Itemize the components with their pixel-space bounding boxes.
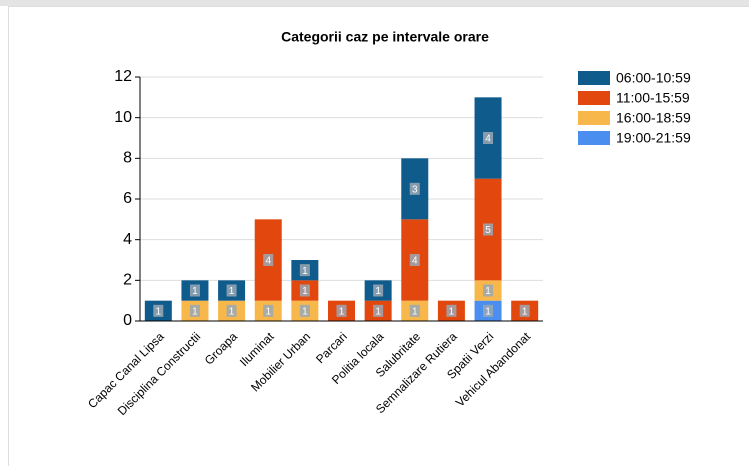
data-label: 1 xyxy=(192,286,198,297)
data-label: 1 xyxy=(265,306,271,317)
data-label-bg xyxy=(409,304,420,317)
data-label: 1 xyxy=(192,306,198,317)
chart-title: Categorii caz pe intervale orare xyxy=(281,29,489,45)
legend-swatch xyxy=(578,111,610,125)
legend-label: 19:00-21:59 xyxy=(616,130,691,146)
y-tick-label: 10 xyxy=(114,109,132,126)
data-label: 1 xyxy=(375,306,381,317)
y-tick-label: 4 xyxy=(123,231,132,248)
legend-label: 16:00-18:59 xyxy=(616,110,691,126)
panel xyxy=(8,6,749,466)
y-tick-label: 0 xyxy=(123,312,132,329)
data-label: 1 xyxy=(485,286,491,297)
data-label-bg xyxy=(373,284,384,297)
data-label-bg xyxy=(299,304,310,317)
data-label: 1 xyxy=(302,286,308,297)
data-label: 1 xyxy=(339,306,345,317)
data-label: 1 xyxy=(449,306,455,317)
data-label-bg xyxy=(263,254,274,266)
data-label-bg xyxy=(519,304,530,317)
legend-swatch xyxy=(578,71,610,85)
data-label-bg xyxy=(446,304,457,317)
data-label: 3 xyxy=(412,184,418,195)
data-label: 4 xyxy=(485,134,491,145)
data-label: 1 xyxy=(522,306,528,317)
data-label: 4 xyxy=(265,256,271,267)
legend-swatch xyxy=(578,131,610,145)
data-label-bg xyxy=(409,182,420,195)
data-label: 1 xyxy=(229,286,235,297)
data-label-bg xyxy=(263,304,274,317)
data-label: 1 xyxy=(156,306,162,317)
y-tick-label: 6 xyxy=(123,190,132,207)
legend-swatch xyxy=(578,91,610,105)
data-label: 1 xyxy=(229,306,235,317)
data-label-bg xyxy=(483,284,494,297)
data-label-bg xyxy=(153,304,164,317)
data-label-bg xyxy=(409,254,420,266)
data-label: 4 xyxy=(412,256,418,267)
data-label: 1 xyxy=(302,266,308,277)
y-tick-label: 8 xyxy=(123,150,132,167)
data-label-bg xyxy=(299,284,310,297)
data-label-bg xyxy=(189,284,200,297)
data-label-bg xyxy=(373,304,384,317)
data-label-bg xyxy=(299,264,310,277)
legend-label: 11:00-15:59 xyxy=(616,90,690,106)
data-label-bg xyxy=(226,284,237,297)
data-label: 1 xyxy=(302,306,308,317)
data-label-bg xyxy=(483,223,494,236)
top-bar xyxy=(0,0,749,6)
data-label: 1 xyxy=(485,306,491,317)
data-label: 5 xyxy=(485,225,491,236)
data-label-bg xyxy=(226,304,237,317)
y-tick-label: 12 xyxy=(114,68,132,85)
data-label-bg xyxy=(189,304,200,317)
data-label-bg xyxy=(336,304,347,317)
data-label: 1 xyxy=(375,286,381,297)
data-label-bg xyxy=(483,304,494,317)
y-tick-label: 2 xyxy=(123,272,132,289)
data-label: 1 xyxy=(412,306,418,317)
data-label-bg xyxy=(483,132,494,144)
legend-label: 06:00-10:59 xyxy=(616,70,691,86)
